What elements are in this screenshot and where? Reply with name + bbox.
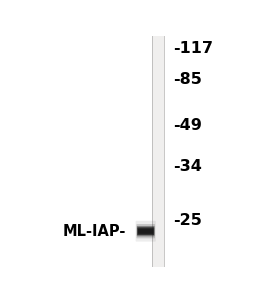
Text: -85: -85 [173,72,202,87]
Text: ML-IAP-: ML-IAP- [62,224,126,239]
FancyBboxPatch shape [136,221,156,242]
Text: -49: -49 [173,118,202,133]
FancyBboxPatch shape [137,226,154,236]
Text: -117: -117 [173,41,213,56]
Text: -34: -34 [173,159,202,174]
FancyBboxPatch shape [137,227,154,235]
Bar [153,36,164,267]
FancyBboxPatch shape [136,224,155,238]
Text: -25: -25 [173,213,202,228]
FancyBboxPatch shape [138,229,153,234]
